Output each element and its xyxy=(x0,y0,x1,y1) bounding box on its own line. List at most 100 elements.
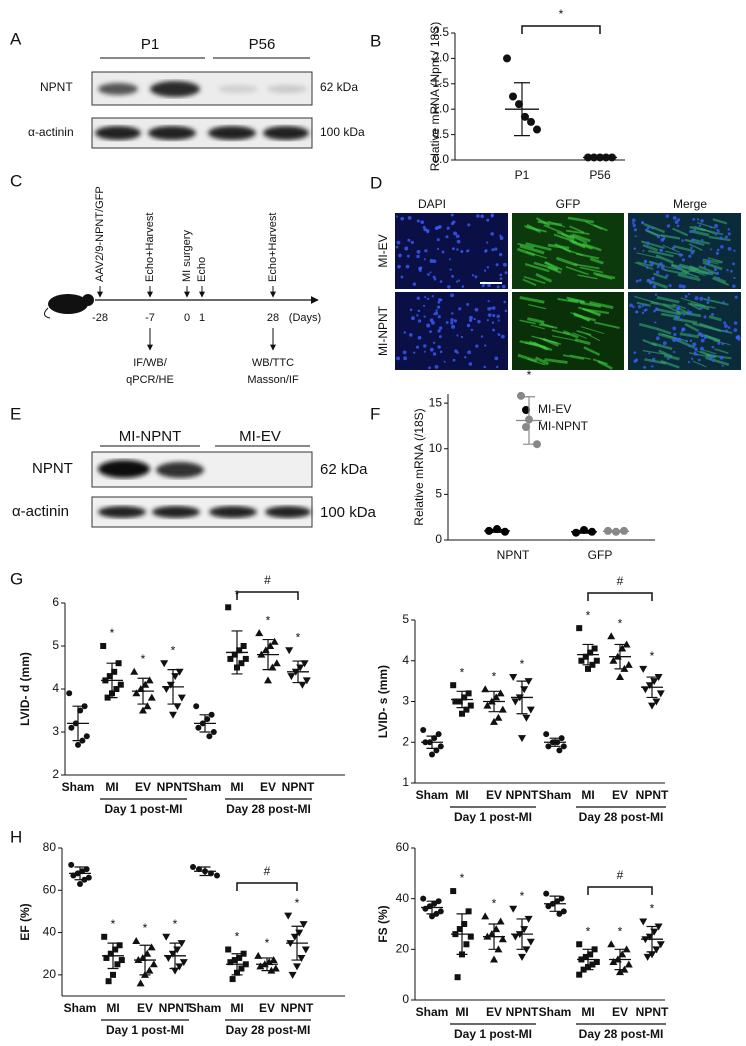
point xyxy=(136,979,145,987)
blot-bands xyxy=(98,460,204,478)
point xyxy=(300,660,309,668)
point xyxy=(242,655,249,662)
band xyxy=(208,126,256,140)
texture-dot xyxy=(733,321,738,325)
point xyxy=(238,965,245,972)
mouse-icon xyxy=(44,294,94,319)
point xyxy=(467,702,474,709)
texture-streak xyxy=(689,301,710,311)
texture-dot xyxy=(403,331,406,334)
texture-dot xyxy=(634,358,639,362)
texture-dot xyxy=(696,218,700,221)
point xyxy=(171,967,179,975)
point xyxy=(147,943,156,951)
texture-dot xyxy=(438,224,442,229)
texture-dot xyxy=(406,254,410,258)
point xyxy=(616,968,624,976)
event-label: Echo+Harvest xyxy=(144,213,156,282)
texture-dot xyxy=(699,296,704,301)
texture-dot xyxy=(723,321,727,325)
point xyxy=(435,898,442,905)
error-bar xyxy=(292,660,304,684)
significance: * xyxy=(520,889,525,903)
significance: * xyxy=(295,896,300,910)
texture-dot xyxy=(714,232,718,236)
texture-dot xyxy=(499,273,503,277)
point xyxy=(284,912,293,920)
texture-dot xyxy=(407,238,411,242)
point xyxy=(576,625,583,632)
y-tick-label: 1.0 xyxy=(432,101,449,115)
texture-dot xyxy=(724,324,728,328)
legend-marker xyxy=(522,406,530,414)
point xyxy=(111,668,118,675)
texture-dot xyxy=(655,336,660,341)
texture-dot xyxy=(432,341,436,344)
y-tick-label: 20 xyxy=(43,967,57,981)
point xyxy=(164,954,173,962)
point xyxy=(587,951,594,958)
point xyxy=(543,890,550,897)
point xyxy=(256,962,265,970)
x-tick-label: MI xyxy=(106,1001,119,1015)
texture-streak xyxy=(688,352,715,359)
texture-dot xyxy=(429,330,432,334)
point xyxy=(100,643,107,649)
texture-dot xyxy=(700,346,705,351)
point xyxy=(118,957,125,964)
texture-dot xyxy=(490,232,494,236)
band xyxy=(98,506,146,518)
texture-streak xyxy=(684,238,705,247)
significance: * xyxy=(586,924,591,938)
texture-dot xyxy=(717,277,720,280)
point xyxy=(143,702,152,710)
point xyxy=(518,735,526,743)
point xyxy=(578,657,585,664)
texture-dot xyxy=(633,228,638,232)
texture-streak xyxy=(530,324,545,330)
texture-dot xyxy=(416,249,421,254)
band xyxy=(148,126,196,140)
bracket-label: * xyxy=(559,7,564,21)
point xyxy=(270,637,279,645)
point xyxy=(285,647,294,655)
texture-dot xyxy=(490,307,493,310)
error-bar xyxy=(610,529,622,533)
texture-dot xyxy=(721,364,724,367)
texture-dot xyxy=(471,274,475,277)
y-axis-label: EF (%) xyxy=(18,903,32,940)
texture-dot xyxy=(431,321,435,325)
texture-dot xyxy=(396,356,400,361)
band xyxy=(265,506,311,518)
point xyxy=(496,689,505,697)
point xyxy=(117,681,124,688)
texture-dot xyxy=(436,247,440,251)
texture-dot xyxy=(434,364,439,369)
error-bar xyxy=(261,957,273,972)
point xyxy=(225,946,232,953)
texture-dot xyxy=(484,344,487,347)
texture-dot xyxy=(650,262,654,266)
x-tick-label: NPNT xyxy=(636,1005,669,1019)
point xyxy=(160,660,169,668)
x-tick-label: Sham xyxy=(64,1001,97,1015)
x-tick-label: MI xyxy=(455,788,468,802)
texture-dot xyxy=(426,230,430,234)
panel-label: C xyxy=(10,171,22,190)
point xyxy=(66,690,73,697)
texture-dot xyxy=(640,221,645,225)
point xyxy=(272,659,281,667)
point xyxy=(465,690,472,697)
y-tick-label: 5 xyxy=(52,638,59,652)
texture-dot xyxy=(732,262,735,266)
texture-streak xyxy=(519,295,545,304)
point xyxy=(431,900,438,907)
panel-label: E xyxy=(10,404,21,423)
error-bar xyxy=(523,396,535,445)
texture-streak xyxy=(651,342,673,351)
texture-streak xyxy=(642,349,667,356)
texture-dot xyxy=(409,333,413,337)
y-tick-label: 5 xyxy=(435,487,442,501)
blot-bands xyxy=(95,126,309,140)
bracket-label: # xyxy=(617,868,624,882)
